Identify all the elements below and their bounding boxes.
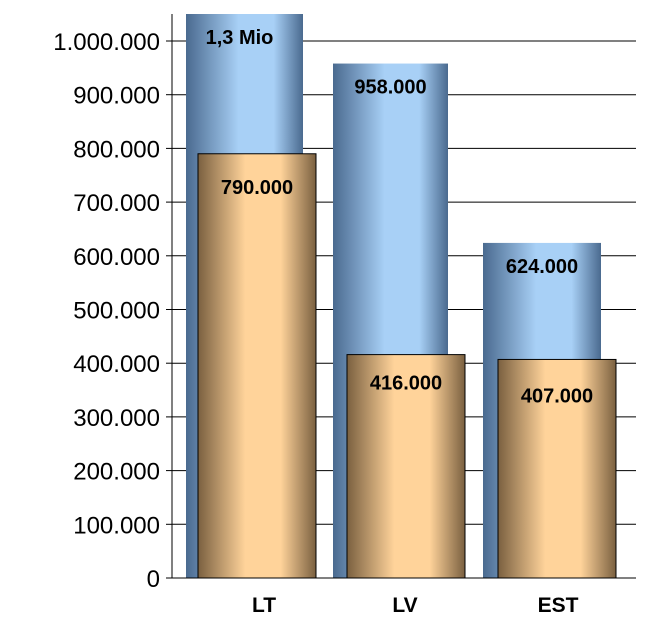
x-tick-label: EST xyxy=(538,594,579,617)
x-tick-label: LT xyxy=(252,594,276,617)
y-tick-label: 400.000 xyxy=(73,351,160,378)
axes: 0 100.000 200.000 300.000 400.000 500.000 600.… xyxy=(53,14,636,617)
x-tick-label: LV xyxy=(392,594,417,617)
data-label: 416.000 xyxy=(370,373,442,395)
y-tick-label: 300.000 xyxy=(73,405,160,432)
y-tick-label: 900.000 xyxy=(73,83,160,110)
data-label: 790.000 xyxy=(221,177,293,199)
y-tick-label: 600.000 xyxy=(73,244,160,271)
data-labels: 1,3 Mio 958.000 624.000 790.000 416.000 407.0… xyxy=(206,27,594,407)
y-tick-label: 100.000 xyxy=(73,512,160,539)
y-tick-label: 1.000.000 xyxy=(53,29,160,56)
bar-sub-lv xyxy=(346,354,466,579)
data-label: 407.000 xyxy=(521,385,593,407)
bar-sub-lt xyxy=(197,153,317,579)
y-tick-label: 500.000 xyxy=(73,298,160,325)
y-tick-label: 200.000 xyxy=(73,459,160,486)
y-tick-label: 0 xyxy=(147,566,160,593)
bars xyxy=(186,14,617,579)
data-label: 958.000 xyxy=(354,77,426,99)
y-tick-label: 800.000 xyxy=(73,136,160,163)
bar-sub-est xyxy=(497,358,617,579)
y-tick-label: 700.000 xyxy=(73,190,160,217)
data-label: 1,3 Mio xyxy=(206,27,274,49)
data-label: 624.000 xyxy=(506,256,578,278)
